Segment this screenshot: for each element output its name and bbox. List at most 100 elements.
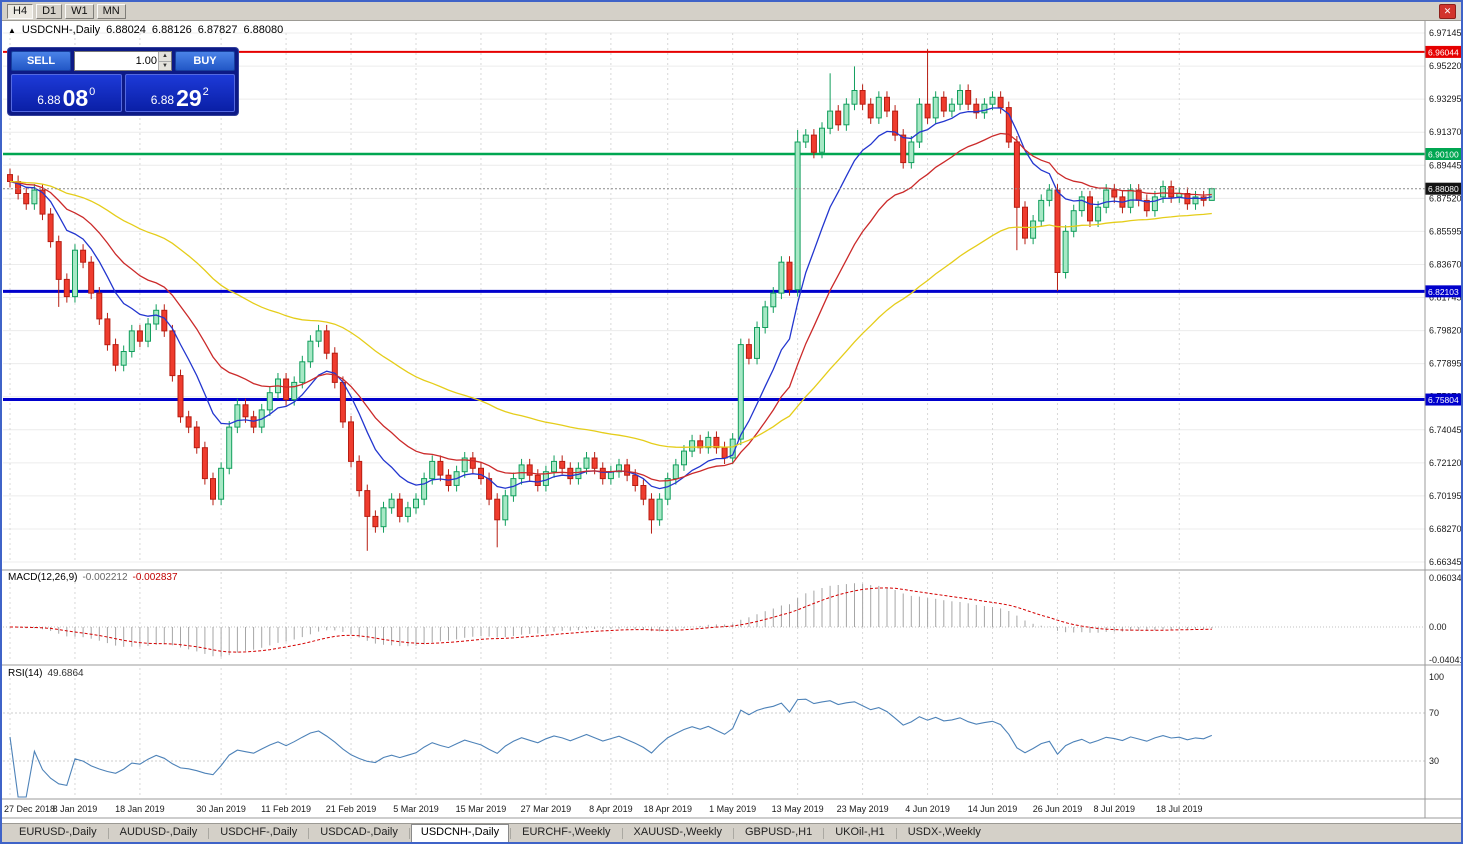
svg-text:15 Mar 2019: 15 Mar 2019 [456,804,507,814]
svg-text:6.82103: 6.82103 [1428,287,1459,297]
svg-text:4 Jun 2019: 4 Jun 2019 [905,804,950,814]
svg-text:27 Mar 2019: 27 Mar 2019 [521,804,572,814]
svg-text:6.85595: 6.85595 [1429,226,1462,236]
tab-usdcad-daily[interactable]: USDCAD-,Daily [320,825,398,838]
svg-text:0.00: 0.00 [1429,622,1447,632]
svg-text:6.81745: 6.81745 [1429,293,1462,303]
timeframe-toolbar: H4 D1 W1 MN ✕ [2,2,1461,21]
svg-text:23 May 2019: 23 May 2019 [837,804,889,814]
tab-divider [823,827,825,839]
tab-eurusd-daily[interactable]: EURUSD-,Daily [19,825,97,838]
svg-text:6.77895: 6.77895 [1429,359,1462,369]
axis-badges-layer: 6.96044 6.90100 6.82103 6.75804 6.88080 [1425,45,1462,406]
svg-text:6.90100: 6.90100 [1428,150,1459,160]
tab-eurchf-weekly[interactable]: EURCHF-,Weekly [522,825,611,838]
chart-symbol-label: USDCNH-,Daily [21,24,101,36]
macd-signal-value: -0.002837 [132,572,178,583]
buy-button[interactable]: BUY [175,51,235,71]
tab-gbpusd-h1[interactable]: GBPUSD-,H1 [744,825,813,838]
ohlc-low-value: 6.87827 [197,24,238,36]
svg-text:70: 70 [1429,708,1439,718]
volume-field: ▲ ▼ [74,51,172,71]
svg-text:6.93295: 6.93295 [1429,94,1462,104]
candles-layer [7,49,1215,551]
tab-divider [895,827,897,839]
svg-text:6.74045: 6.74045 [1429,425,1462,435]
tab-usdcnh-daily[interactable]: USDCNH-,Daily [410,823,510,843]
sell-price-display[interactable]: 6.88 08 0 [11,74,122,112]
buy-price-prefix: 6.88 [150,93,175,107]
one-click-trading-panel: SELL ▲ ▼ BUY 6.88 08 0 6.88 29 2 [8,48,238,115]
tab-audusd-daily[interactable]: AUDUSD-,Daily [119,825,198,838]
volume-decrease-button[interactable]: ▼ [159,61,171,70]
macd-main-value: -0.002212 [82,572,128,583]
svg-text:18 Jul 2019: 18 Jul 2019 [1156,804,1203,814]
svg-text:8 Jan 2019: 8 Jan 2019 [53,804,98,814]
macd-label: MACD(12,26,9) -0.002212 -0.002837 [8,572,178,583]
svg-text:18 Jan 2019: 18 Jan 2019 [115,804,165,814]
svg-text:6.68270: 6.68270 [1429,524,1462,534]
sell-price-pip-digit: 0 [89,86,96,98]
svg-text:27 Dec 2018: 27 Dec 2018 [4,804,55,814]
volume-input[interactable] [75,55,171,67]
svg-text:1 May 2019: 1 May 2019 [709,804,756,814]
tab-xauusd-weekly[interactable]: XAUUSD-,Weekly [633,825,722,838]
close-icon[interactable]: ✕ [1439,3,1456,19]
timeframe-d1-button[interactable]: D1 [36,3,63,19]
svg-text:0.060342: 0.060342 [1429,573,1463,583]
rsi-label: RSI(14) 49.6864 [8,668,84,679]
svg-text:6.95220: 6.95220 [1429,61,1462,71]
ohlc-high-value: 6.88126 [151,24,192,36]
tab-divider [732,827,734,839]
svg-text:8 Apr 2019: 8 Apr 2019 [589,804,633,814]
svg-text:6.72120: 6.72120 [1429,458,1462,468]
rsi-value: 49.6864 [47,668,84,679]
svg-text:6.89445: 6.89445 [1429,160,1462,170]
buy-price-pip-digit: 2 [202,86,209,98]
tab-divider [510,827,512,839]
svg-text:6.88080: 6.88080 [1428,184,1459,194]
svg-text:18 Apr 2019: 18 Apr 2019 [643,804,692,814]
svg-text:6.66345: 6.66345 [1429,557,1462,567]
tab-divider [208,827,210,839]
timeframe-w1-button[interactable]: W1 [65,3,94,19]
volume-increase-button[interactable]: ▲ [159,52,171,62]
svg-text:6.75804: 6.75804 [1428,395,1459,405]
svg-text:6.91370: 6.91370 [1429,127,1462,137]
svg-text:6.70195: 6.70195 [1429,491,1462,501]
grid-layer [3,32,1425,797]
svg-text:11 Feb 2019: 11 Feb 2019 [261,804,311,814]
tab-ukoil-h1[interactable]: UKOil-,H1 [835,825,885,838]
moving-averages-layer [9,107,1212,490]
indicators-layer [3,188,1425,798]
chart-tab-bar: EURUSD-,Daily AUDUSD-,Daily USDCHF-,Dail… [2,823,1461,843]
svg-text:21 Feb 2019: 21 Feb 2019 [326,804,377,814]
sell-price-big-digits: 08 [62,85,89,112]
panel-separators-layer [0,20,1461,819]
svg-text:30: 30 [1429,756,1439,766]
timeframe-mn-button[interactable]: MN [96,3,126,19]
svg-text:6.96044: 6.96044 [1428,47,1459,57]
macd-name: MACD(12,26,9) [8,572,78,583]
sell-price-prefix: 6.88 [37,93,61,107]
svg-text:6.83670: 6.83670 [1429,259,1462,269]
level-lines-layer [3,50,1425,402]
chart-expand-icon[interactable]: ▲ [8,25,16,35]
svg-text:6.97145: 6.97145 [1429,28,1462,38]
timeframe-h4-button[interactable]: H4 [7,3,34,19]
buy-price-big-digits: 29 [176,85,202,112]
svg-text:26 Jun 2019: 26 Jun 2019 [1033,804,1083,814]
svg-text:6.79820: 6.79820 [1429,326,1462,336]
tab-usdx-weekly[interactable]: USDX-,Weekly [907,825,981,838]
svg-text:100: 100 [1429,672,1444,682]
sell-button[interactable]: SELL [11,51,71,71]
tab-usdchf-daily[interactable]: USDCHF-,Daily [220,825,298,838]
tab-divider [621,827,623,839]
svg-text:8 Jul 2019: 8 Jul 2019 [1094,804,1136,814]
svg-text:6.87520: 6.87520 [1429,193,1462,203]
chart-canvas[interactable]: 6.97145 6.95220 6.93295 6.91370 6.89445 6.875… [0,0,1463,822]
ohlc-open-value: 6.88024 [106,24,146,36]
tab-divider [308,827,310,839]
svg-text:13 May 2019: 13 May 2019 [772,804,824,814]
buy-price-display[interactable]: 6.88 29 2 [124,74,235,112]
